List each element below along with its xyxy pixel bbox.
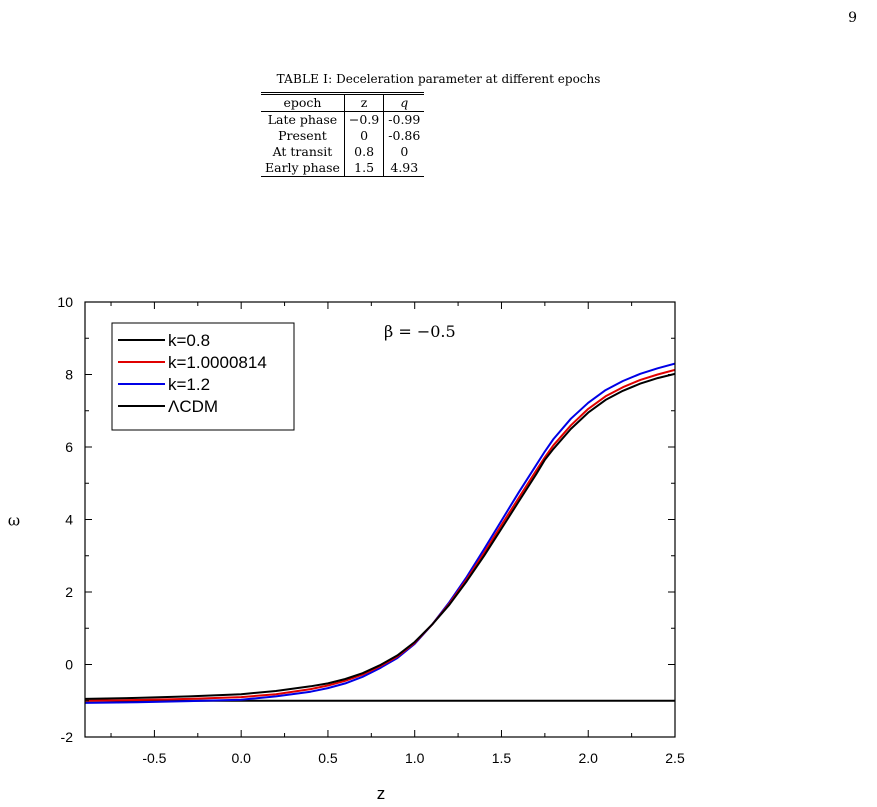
x-tick-label: 0.0 [231,750,251,766]
y-tick-label: 6 [65,439,73,455]
table-cell-q: 4.93 [390,160,419,175]
series-line-2 [85,362,675,704]
table-row: Present 0 -0.86 [261,128,424,144]
legend-label-2: k=1.2 [168,375,210,394]
table-row: Late phase −0.9 -0.99 [261,111,424,128]
table-cell-q: -0.99 [388,112,421,127]
legend-label-1: k=1.0000814 [168,353,267,372]
table-cell-epoch: At transit [261,144,345,160]
series-line-0 [85,372,675,700]
table-cell-z: −0.9 [344,111,385,128]
table-row: At transit 0.8 0 [261,144,424,160]
header-epoch: epoch [261,93,345,112]
table-cell-z: 0 [344,128,385,144]
table-cell-q: 0 [400,144,409,159]
beta-annotation: β = −0.5 [384,322,456,341]
header-q: q [383,93,425,112]
page-number: 9 [848,10,857,26]
x-tick-label: 1.5 [492,750,512,766]
table-cell-q: -0.86 [388,128,421,143]
table-caption: TABLE I: Deceleration parameter at diffe… [0,72,877,86]
deceleration-table: epoch z q Late phase −0.9 -0.99 Present … [261,92,425,177]
table-cell-z: 0.8 [344,144,385,160]
x-tick-label: 2.5 [665,750,685,766]
y-tick-label: 10 [57,294,73,310]
y-tick-label: -2 [61,729,74,745]
legend-label-3: ΛCDM [168,397,218,416]
x-tick-label: 2.0 [579,750,599,766]
table-header-row: epoch z q [261,93,425,112]
x-axis-label: z [377,784,386,803]
table-cell-epoch: Present [261,128,345,144]
y-tick-label: 2 [65,584,73,600]
table-cell-epoch: Late phase [261,111,345,128]
table-cell-epoch: Early phase [261,160,345,177]
omega-vs-z-chart: -0.5 0.0 0.5 1.0 1.5 2.0 2.5 -2 0 2 4 6 8 10 z ω β = −0.… [8,294,685,803]
y-tick-label: 0 [65,657,73,673]
header-z: z [344,93,385,112]
table-caption-text: Deceleration parameter at different epoc… [336,72,601,86]
x-tick-label: 1.0 [405,750,425,766]
x-tick-label: 0.5 [318,750,338,766]
x-tick-label: -0.5 [142,750,166,766]
y-tick-label: 4 [65,512,73,528]
y-axis-label: ω [8,512,20,530]
legend-label-0: k=0.8 [168,331,210,350]
y-tick-label: 8 [65,367,73,383]
table-cell-z: 1.5 [344,160,385,177]
table-row: Early phase 1.5 4.93 [261,160,424,177]
table-caption-prefix: TABLE I: [276,72,333,86]
